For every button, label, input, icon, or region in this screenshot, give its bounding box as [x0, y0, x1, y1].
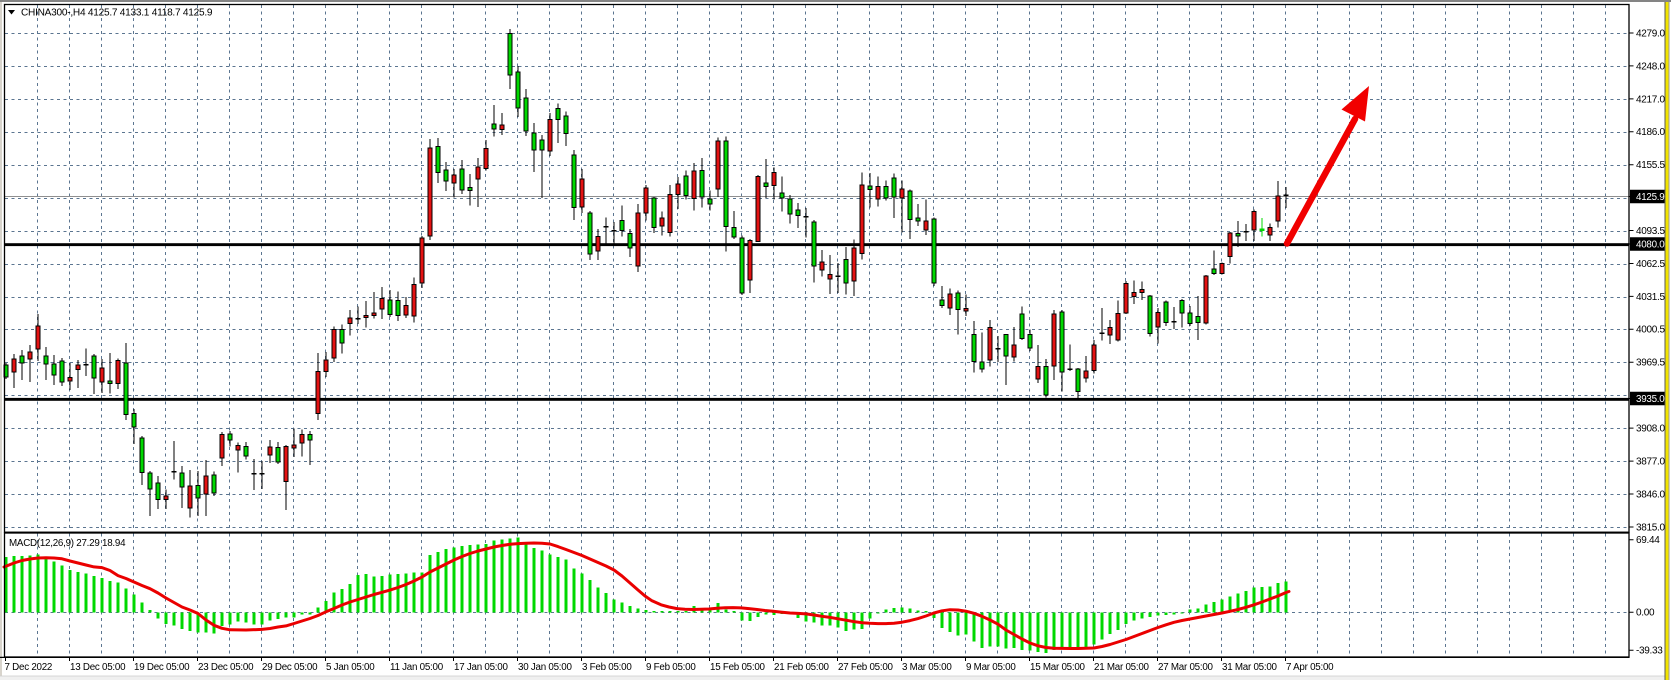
svg-text:7 Apr 05:00: 7 Apr 05:00 [1286, 662, 1334, 673]
svg-text:3846.0: 3846.0 [1636, 489, 1666, 500]
svg-text:30 Jan 05:00: 30 Jan 05:00 [518, 662, 572, 673]
svg-text:3815.0: 3815.0 [1636, 522, 1666, 533]
svg-text:4125.9: 4125.9 [1636, 192, 1664, 203]
svg-text:9 Mar 05:00: 9 Mar 05:00 [966, 662, 1016, 673]
svg-text:4031.5: 4031.5 [1636, 292, 1666, 303]
svg-text:23 Dec 05:00: 23 Dec 05:00 [198, 662, 254, 673]
svg-text:29 Dec 05:00: 29 Dec 05:00 [262, 662, 318, 673]
svg-text:69.44: 69.44 [1636, 535, 1660, 546]
svg-text:15 Mar 05:00: 15 Mar 05:00 [1030, 662, 1086, 673]
svg-text:17 Jan 05:00: 17 Jan 05:00 [454, 662, 508, 673]
svg-text:7 Dec 2022: 7 Dec 2022 [5, 662, 53, 673]
svg-text:4248.0: 4248.0 [1636, 61, 1666, 72]
svg-text:5 Jan 05:00: 5 Jan 05:00 [326, 662, 375, 673]
svg-text:3 Mar 05:00: 3 Mar 05:00 [902, 662, 952, 673]
svg-text:21 Feb 05:00: 21 Feb 05:00 [774, 662, 830, 673]
svg-text:4279.0: 4279.0 [1636, 28, 1666, 39]
svg-text:15 Feb 05:00: 15 Feb 05:00 [710, 662, 766, 673]
svg-text:3969.5: 3969.5 [1636, 358, 1666, 369]
svg-text:19 Dec 05:00: 19 Dec 05:00 [134, 662, 190, 673]
svg-text:4155.5: 4155.5 [1636, 160, 1666, 171]
svg-text:31 Mar 05:00: 31 Mar 05:00 [1222, 662, 1278, 673]
svg-text:3877.0: 3877.0 [1636, 457, 1666, 468]
svg-text:21 Mar 05:00: 21 Mar 05:00 [1094, 662, 1150, 673]
svg-text:3 Feb 05:00: 3 Feb 05:00 [582, 662, 632, 673]
svg-text:4080.0: 4080.0 [1636, 239, 1665, 250]
svg-text:3935.0: 3935.0 [1636, 394, 1665, 405]
svg-text:11 Jan 05:00: 11 Jan 05:00 [390, 662, 444, 673]
svg-text:3908.0: 3908.0 [1636, 424, 1666, 435]
svg-text:27 Mar 05:00: 27 Mar 05:00 [1158, 662, 1214, 673]
svg-text:4217.0: 4217.0 [1636, 94, 1666, 105]
svg-text:4000.5: 4000.5 [1636, 325, 1666, 336]
svg-text:MACD(12,26,9) 27.29 18.94: MACD(12,26,9) 27.29 18.94 [9, 538, 126, 549]
svg-text:-39.33: -39.33 [1636, 646, 1663, 657]
svg-text:27 Feb 05:00: 27 Feb 05:00 [838, 662, 894, 673]
svg-text:9 Feb 05:00: 9 Feb 05:00 [646, 662, 696, 673]
svg-text:0.00: 0.00 [1636, 608, 1655, 619]
svg-text:4093.5: 4093.5 [1636, 226, 1666, 237]
svg-text:4186.0: 4186.0 [1636, 127, 1666, 138]
svg-text:13 Dec 05:00: 13 Dec 05:00 [70, 662, 126, 673]
svg-text:4062.5: 4062.5 [1636, 259, 1666, 270]
svg-text:CHINA300-,H4 4125.7 4133.1 41: CHINA300-,H4 4125.7 4133.1 4118.7 4125.9 [21, 8, 213, 19]
